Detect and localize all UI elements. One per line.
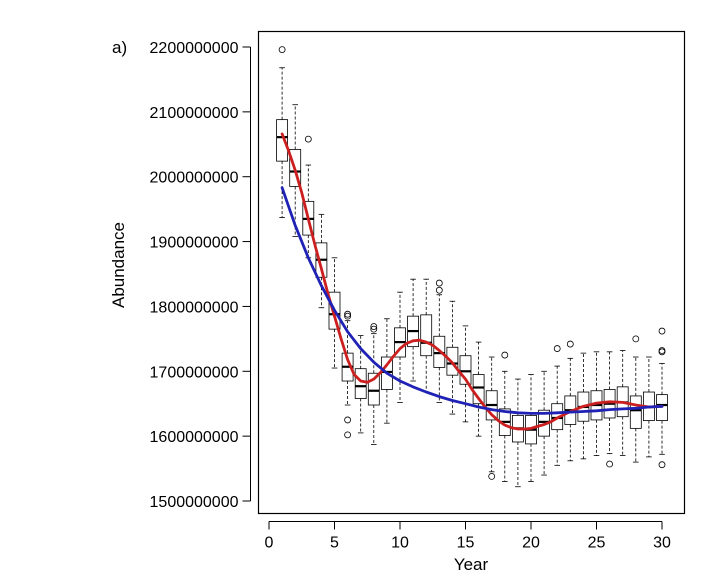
x-tick-label: 0 (265, 535, 274, 552)
box-year-7 (354, 335, 367, 434)
x-tick-label: 25 (588, 535, 606, 552)
iqr-box (276, 119, 289, 162)
y-tick-label: 1900000000 (150, 235, 239, 252)
outlier-point (566, 340, 574, 348)
iqr-box (367, 372, 380, 406)
plot-frame (257, 30, 686, 515)
outlier-point (370, 323, 378, 330)
outlier-point (606, 460, 613, 468)
outlier-point (344, 312, 352, 320)
box-year-19 (512, 378, 524, 488)
box-year-11 (407, 278, 420, 382)
iqr-box (629, 395, 642, 429)
outlier-point (658, 348, 666, 356)
box-year-30 (656, 327, 668, 469)
y-tick-label: 2000000000 (150, 170, 239, 187)
outlier-point (501, 351, 509, 359)
x-tick-label: 10 (391, 535, 409, 552)
y-tick-label: 1600000000 (150, 429, 239, 446)
outlier-point (632, 335, 640, 343)
box-year-17 (485, 356, 498, 480)
y-axis-title: Abundance (109, 222, 128, 308)
outlier-point (344, 416, 352, 424)
iqr-box (420, 314, 433, 357)
outlier-point (344, 431, 352, 439)
boxplot-boxes (276, 46, 668, 488)
box-year-23 (564, 340, 577, 462)
panel-label: a) (112, 38, 127, 57)
red-smooth-line (280, 132, 664, 431)
outlier-point (435, 279, 443, 287)
y-axis: 1500000000 1600000000 1700000000 1800000000… (150, 40, 251, 511)
x-tick-label: 15 (457, 535, 475, 552)
outlier-point (658, 327, 666, 335)
y-tick-label: 1500000000 (150, 494, 239, 511)
x-tick-label: 30 (653, 535, 671, 552)
box-year-4 (315, 213, 328, 309)
box-year-28 (629, 335, 642, 463)
y-tick-label: 2200000000 (150, 40, 239, 57)
box-year-15 (459, 325, 472, 423)
box-year-16 (472, 341, 485, 437)
y-tick-label: 1800000000 (150, 299, 239, 316)
box-year-8 (367, 323, 380, 445)
outlier-point (344, 310, 352, 318)
box-year-18 (498, 351, 511, 482)
iqr-box (354, 368, 367, 399)
y-tick-label: 2100000000 (150, 105, 239, 122)
outlier-point (658, 461, 666, 469)
x-tick-label: 20 (522, 535, 540, 552)
outlier-point (278, 46, 286, 53)
outlier-point (304, 135, 312, 143)
outlier-point (370, 325, 378, 333)
outlier-point (435, 286, 443, 294)
blue-smooth-line (280, 186, 664, 415)
x-axis-title: Year (454, 555, 489, 574)
box-year-12 (420, 278, 433, 393)
box-year-13 (433, 279, 446, 403)
y-tick-label: 1700000000 (150, 364, 239, 381)
smooth-lines (280, 132, 664, 431)
x-tick-label: 5 (330, 535, 339, 552)
iqr-box (459, 355, 472, 385)
outlier-point (488, 472, 496, 480)
x-axis: 0 5 10 15 20 25 30 (265, 521, 671, 552)
box-year-22 (551, 345, 564, 466)
outlier-point (553, 345, 561, 352)
